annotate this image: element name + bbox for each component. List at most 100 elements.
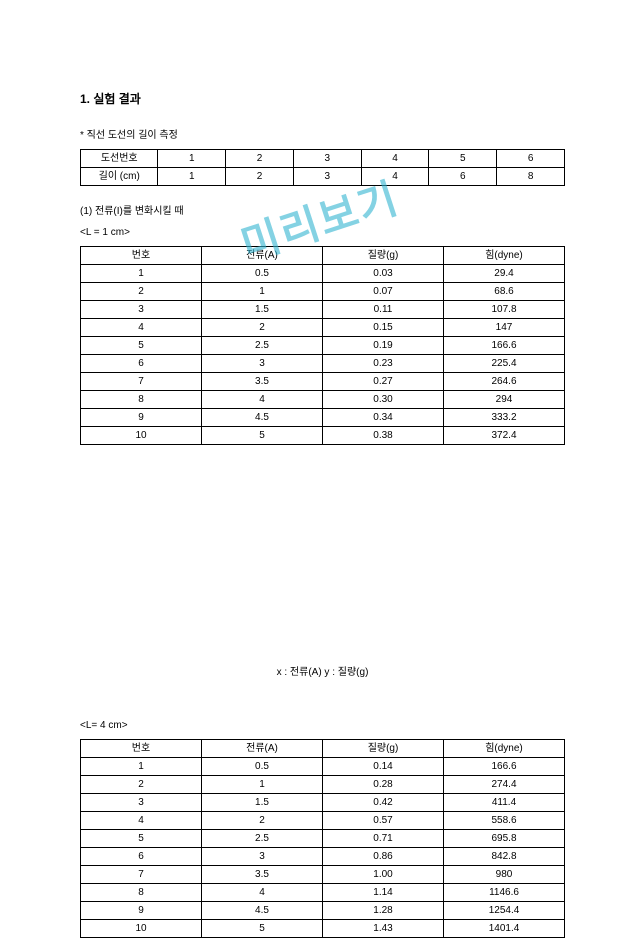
table-row: 1050.38372.4	[81, 427, 565, 445]
cell: 4	[81, 319, 202, 337]
cell: 4	[361, 150, 429, 168]
document-page: 미리보기 1. 실험 결과 * 직선 도선의 길이 측정 도선번호123456길…	[0, 0, 640, 905]
cell: 7	[81, 373, 202, 391]
cell: 1	[81, 758, 202, 776]
col-header: 질량(g)	[323, 740, 444, 758]
cell: 1.14	[323, 884, 444, 902]
cell: 5	[429, 150, 497, 168]
cell: 8	[81, 884, 202, 902]
cell: 1401.4	[444, 920, 565, 938]
cell: 0.34	[323, 409, 444, 427]
cell: 3	[293, 168, 361, 186]
table-l1: 번호전류(A)질량(g)힘(dyne) 10.50.0329.4210.0768…	[80, 246, 565, 445]
cell: 0.71	[323, 830, 444, 848]
cell: 4	[81, 812, 202, 830]
table-row: 10.50.14166.6	[81, 758, 565, 776]
cell: 6	[497, 150, 565, 168]
cell: 294	[444, 391, 565, 409]
cell: 1.5	[202, 794, 323, 812]
col-header: 전류(A)	[202, 740, 323, 758]
table-row: 420.15147	[81, 319, 565, 337]
axis-note: x : 전류(A) y : 질량(g)	[80, 665, 565, 680]
cell: 7	[81, 866, 202, 884]
table-row: 210.0768.6	[81, 283, 565, 301]
cell: 980	[444, 866, 565, 884]
col-header: 번호	[81, 740, 202, 758]
table-row: 73.50.27264.6	[81, 373, 565, 391]
col-header: 힘(dyne)	[444, 247, 565, 265]
cell: 0.15	[323, 319, 444, 337]
cell: 2	[202, 319, 323, 337]
cell: 166.6	[444, 337, 565, 355]
cell: 4	[361, 168, 429, 186]
table-row: 94.50.34333.2	[81, 409, 565, 427]
table-row: 630.23225.4	[81, 355, 565, 373]
cell: 1254.4	[444, 902, 565, 920]
cell: 1.43	[323, 920, 444, 938]
cell: 4.5	[202, 902, 323, 920]
cell: 0.19	[323, 337, 444, 355]
cell: 3	[81, 301, 202, 319]
cell: 2	[81, 283, 202, 301]
col-header: 힘(dyne)	[444, 740, 565, 758]
cell: 1	[158, 168, 226, 186]
cell: 1	[202, 283, 323, 301]
cell: 5	[81, 337, 202, 355]
cell: 1.5	[202, 301, 323, 319]
cell: 9	[81, 902, 202, 920]
cell: 1.28	[323, 902, 444, 920]
cell: 4	[202, 391, 323, 409]
cell: 0.14	[323, 758, 444, 776]
table-row: 1051.431401.4	[81, 920, 565, 938]
cell: 5	[202, 920, 323, 938]
cell: 0.11	[323, 301, 444, 319]
table-row: 420.57558.6	[81, 812, 565, 830]
cell: 2	[226, 150, 294, 168]
cell: 4.5	[202, 409, 323, 427]
col-header: 번호	[81, 247, 202, 265]
table-row: 841.141146.6	[81, 884, 565, 902]
row-label: 도선번호	[81, 150, 158, 168]
cell: 0.57	[323, 812, 444, 830]
cell: 6	[81, 355, 202, 373]
cell: 6	[81, 848, 202, 866]
cell: 3	[293, 150, 361, 168]
cell: 10	[81, 427, 202, 445]
cell: 2.5	[202, 337, 323, 355]
cell: 2.5	[202, 830, 323, 848]
cell: 0.23	[323, 355, 444, 373]
cell: 3.5	[202, 866, 323, 884]
cell: 2	[202, 812, 323, 830]
cell: 166.6	[444, 758, 565, 776]
section1-caption: (1) 전류(I)를 변화시킬 때	[80, 204, 565, 219]
cell: 0.5	[202, 265, 323, 283]
cell: 0.03	[323, 265, 444, 283]
cell: 1	[81, 265, 202, 283]
cell: 264.6	[444, 373, 565, 391]
cell: 0.27	[323, 373, 444, 391]
cell: 8	[497, 168, 565, 186]
cell: 558.6	[444, 812, 565, 830]
cell: 107.8	[444, 301, 565, 319]
cell: 4	[202, 884, 323, 902]
cell: 3.5	[202, 373, 323, 391]
cell: 3	[202, 355, 323, 373]
table-row: 840.30294	[81, 391, 565, 409]
section1-subcaption: <L = 1 cm>	[80, 225, 565, 240]
cell: 29.4	[444, 265, 565, 283]
table-row: 52.50.19166.6	[81, 337, 565, 355]
cell: 1146.6	[444, 884, 565, 902]
cell: 1	[158, 150, 226, 168]
page-title: 1. 실험 결과	[80, 90, 565, 108]
col-header: 질량(g)	[323, 247, 444, 265]
cell: 0.30	[323, 391, 444, 409]
table-row: 52.50.71695.8	[81, 830, 565, 848]
cell: 274.4	[444, 776, 565, 794]
cell: 411.4	[444, 794, 565, 812]
table-row: 210.28274.4	[81, 776, 565, 794]
cell: 3	[81, 794, 202, 812]
cell: 0.07	[323, 283, 444, 301]
cell: 695.8	[444, 830, 565, 848]
table-row: 73.51.00980	[81, 866, 565, 884]
cell: 1.00	[323, 866, 444, 884]
